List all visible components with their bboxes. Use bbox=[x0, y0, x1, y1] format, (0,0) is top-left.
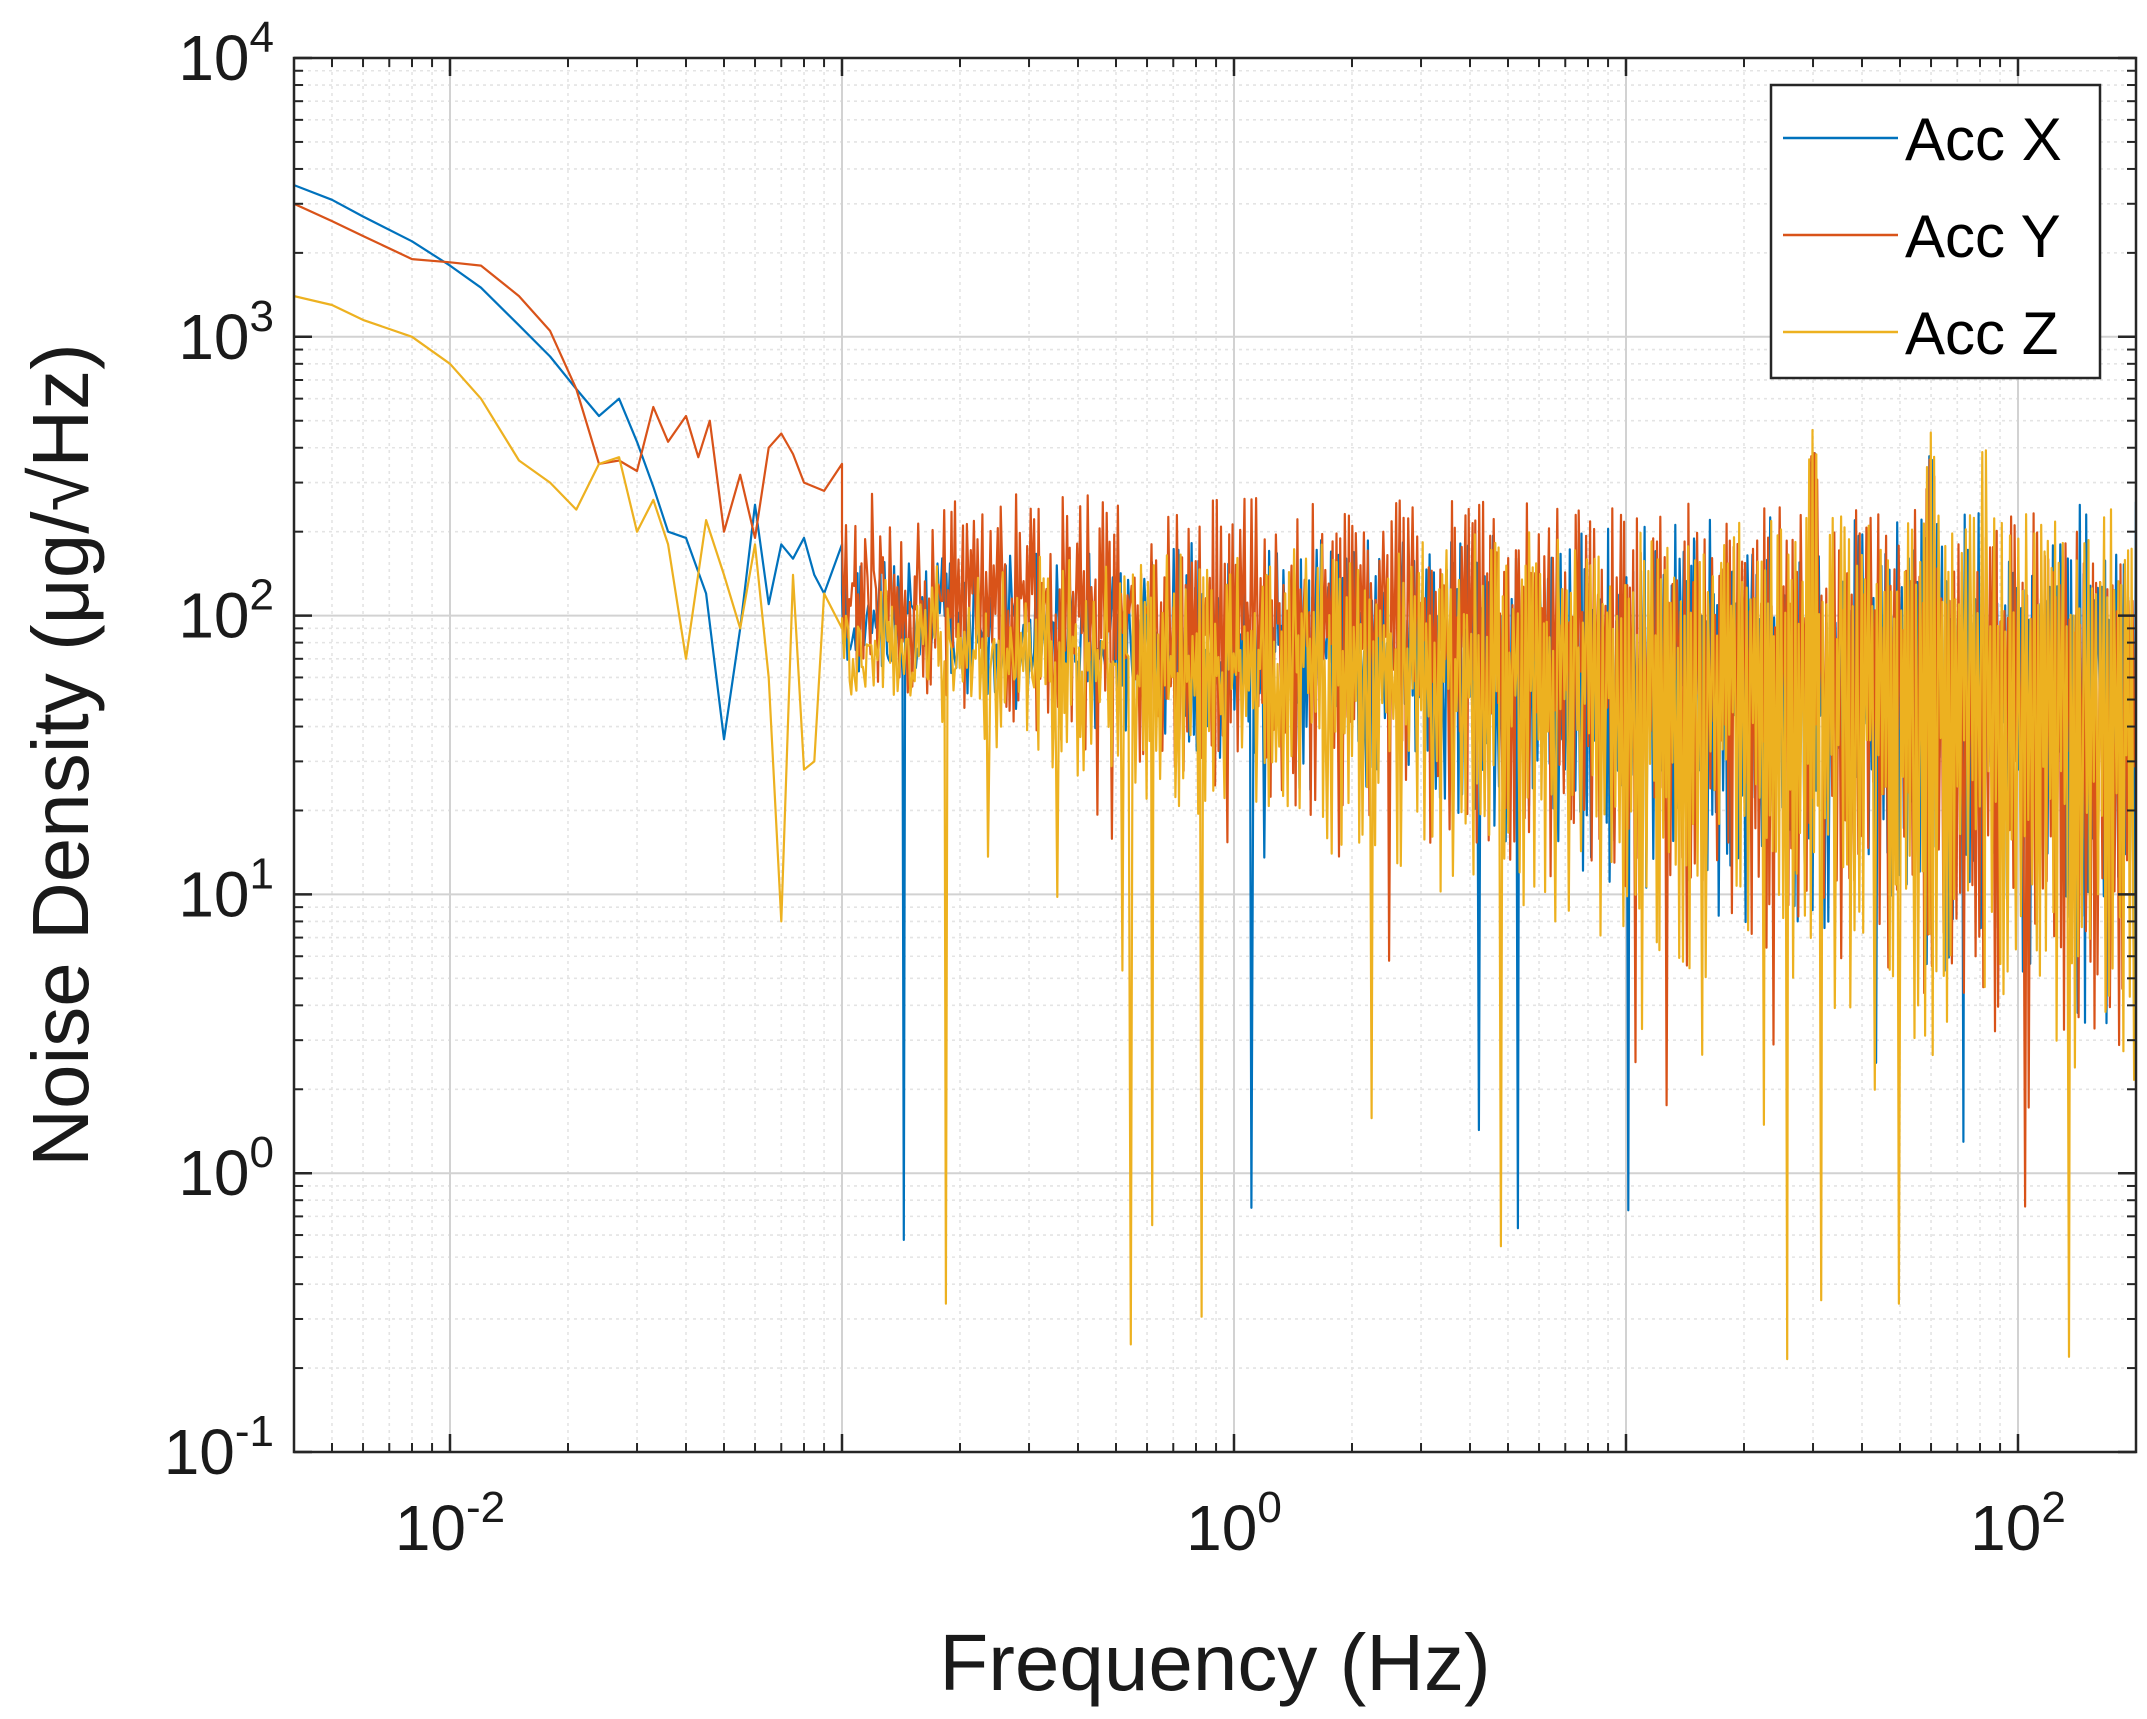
x-tick-label: 102 bbox=[1970, 1483, 2066, 1564]
y-tick-label: 10-1 bbox=[164, 1407, 274, 1488]
series-layer bbox=[294, 184, 2136, 1361]
ticks-layer bbox=[293, 56, 2137, 1454]
y-tick-label: 100 bbox=[178, 1128, 274, 1209]
legend-box bbox=[1769, 83, 2102, 380]
x-tick-label: 10-2 bbox=[395, 1483, 505, 1564]
legend-label-acc-y: Acc Y bbox=[1905, 203, 2061, 270]
series-line-acc-z bbox=[294, 295, 2136, 1361]
tick-labels: 10-2 100 102 10-1 100 101 102 103 104 bbox=[164, 13, 2066, 1564]
legend: Acc X Acc Y Acc Z bbox=[1769, 83, 2102, 380]
y-tick-label: 104 bbox=[178, 13, 274, 94]
legend-label-acc-x: Acc X bbox=[1905, 106, 2062, 173]
legend-label-acc-z: Acc Z bbox=[1905, 300, 2058, 367]
x-axis-title: Frequency (Hz) bbox=[939, 1618, 1490, 1707]
plot-frame bbox=[292, 56, 2138, 1454]
y-tick-label: 101 bbox=[178, 849, 274, 930]
y-tick-label: 103 bbox=[178, 292, 274, 373]
x-tick-label: 100 bbox=[1186, 1483, 1282, 1564]
y-axis-title: Noise Density (μg/√Hz) bbox=[16, 343, 105, 1167]
y-tick-label: 102 bbox=[178, 571, 274, 652]
